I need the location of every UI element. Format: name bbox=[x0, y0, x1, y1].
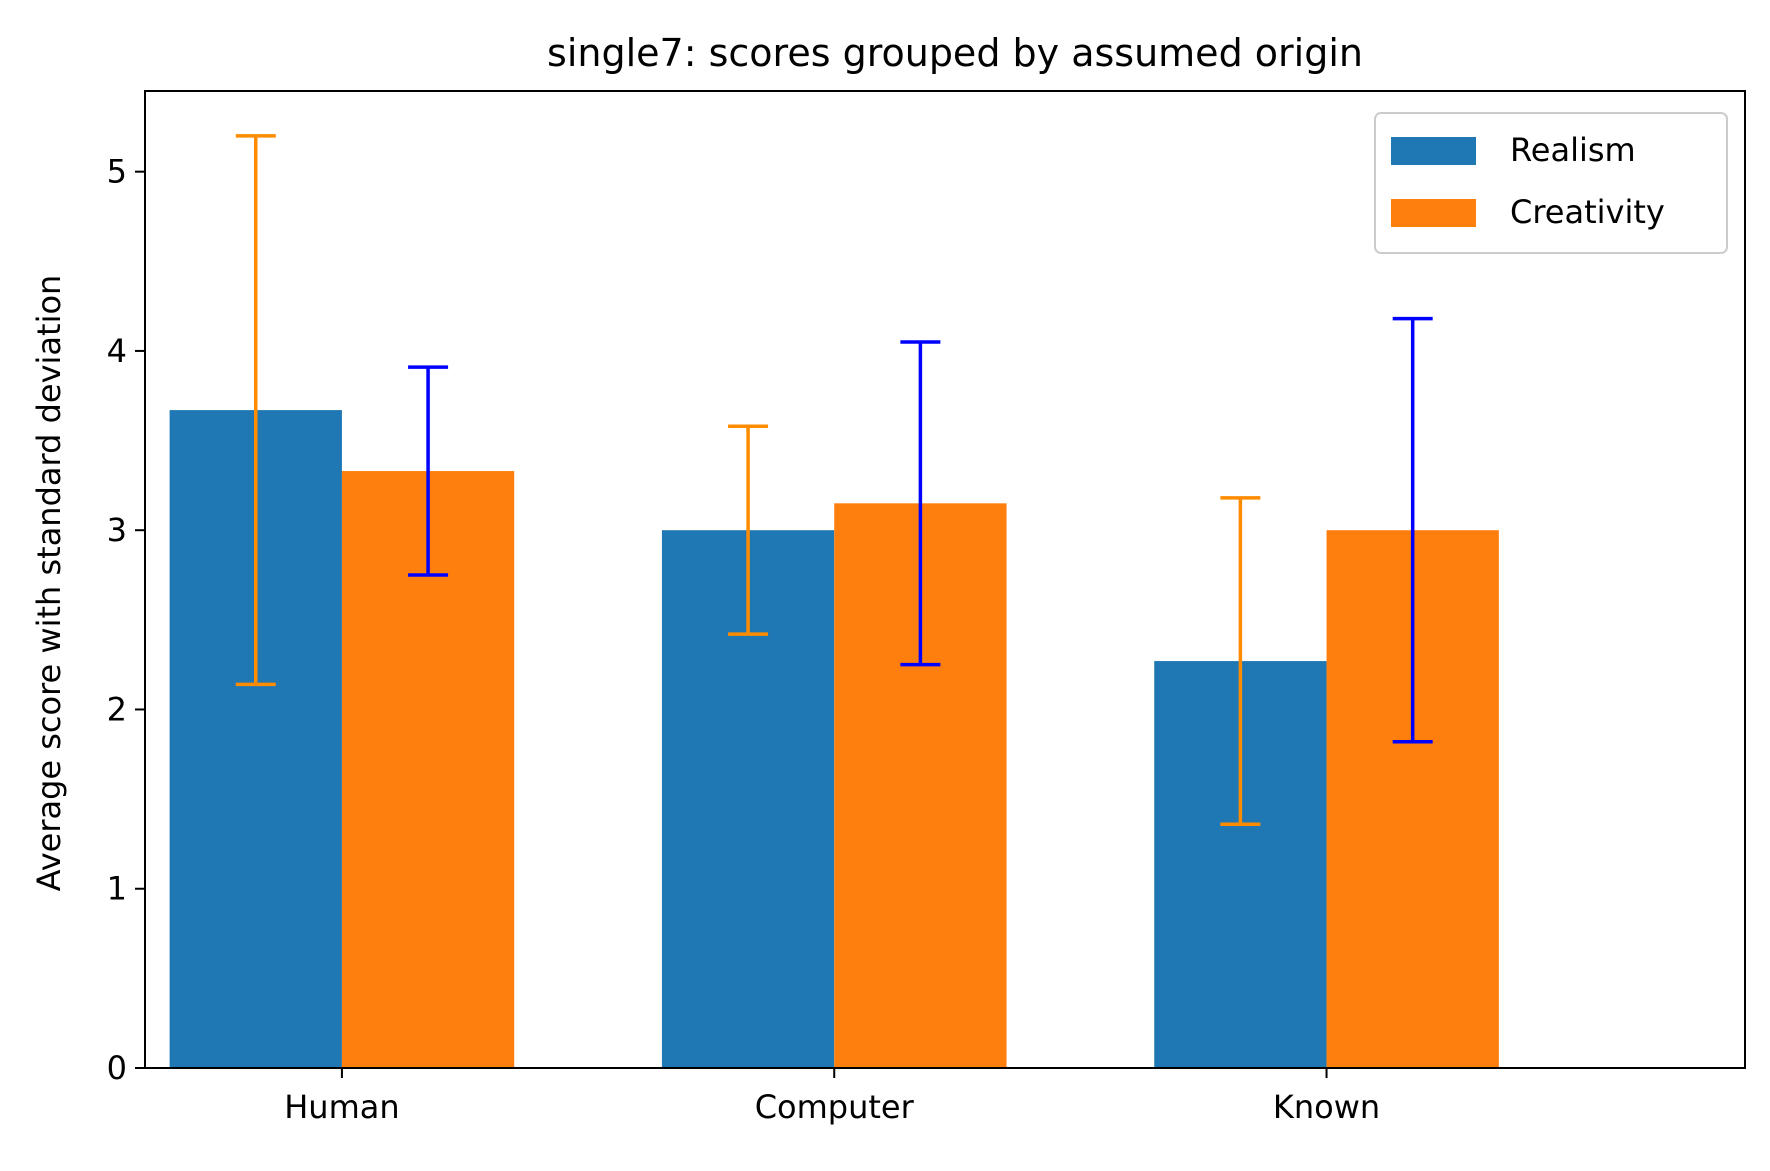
legend-label-realism: Realism bbox=[1510, 131, 1636, 169]
plot-frame bbox=[144, 90, 1746, 1069]
legend-swatch-creativity bbox=[1391, 199, 1476, 227]
errorbar-realism-computer bbox=[728, 424, 769, 636]
x-tick-label: Human bbox=[284, 1088, 399, 1126]
y-tick-label: 2 bbox=[107, 690, 127, 728]
legend: Realism Creativity bbox=[1374, 112, 1728, 254]
y-axis-label: Average score with standard deviation bbox=[30, 275, 68, 892]
errorbar-creativity-human bbox=[408, 365, 449, 577]
x-axis: Human Computer Known bbox=[284, 1068, 1380, 1126]
y-tick-label: 5 bbox=[107, 153, 127, 191]
y-axis: 0 1 2 3 4 5 bbox=[107, 153, 145, 1087]
y-tick-label: 4 bbox=[107, 332, 127, 370]
errorbar-creativity-known bbox=[1392, 316, 1433, 744]
y-tick-label: 0 bbox=[107, 1049, 127, 1087]
x-tick-label: Computer bbox=[755, 1088, 915, 1126]
errorbar-creativity-computer bbox=[900, 340, 941, 667]
errorbar-realism-known bbox=[1220, 496, 1261, 826]
y-tick-label: 1 bbox=[107, 870, 127, 908]
y-tick-label: 3 bbox=[107, 511, 127, 549]
x-tick-label: Known bbox=[1273, 1088, 1380, 1126]
legend-swatch-realism bbox=[1391, 137, 1476, 165]
errorbar-realism-human bbox=[235, 134, 276, 687]
legend-label-creativity: Creativity bbox=[1510, 193, 1665, 231]
error-bars-layer bbox=[235, 134, 1433, 826]
bars-layer bbox=[169, 410, 1499, 1069]
chart-title: single7: scores grouped by assumed origi… bbox=[547, 31, 1363, 75]
